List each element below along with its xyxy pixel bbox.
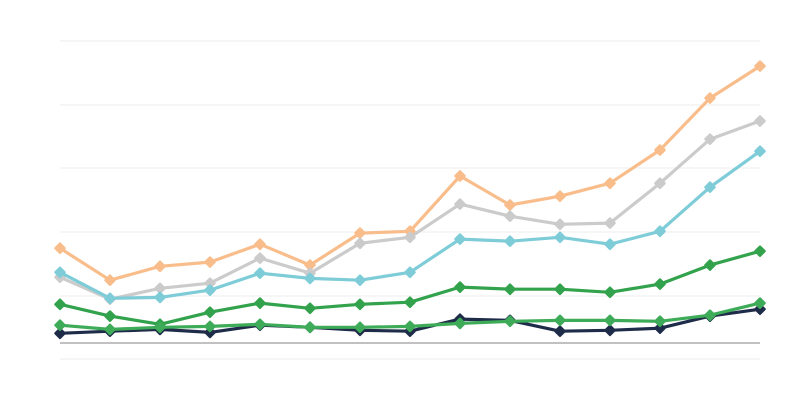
data-point-marker-orange — [604, 177, 616, 190]
data-point-marker-orange — [154, 260, 166, 273]
data-point-marker-navy — [554, 325, 566, 338]
data-point-marker-gray — [254, 252, 266, 264]
series-green-lower — [54, 297, 766, 336]
data-point-marker-green-lower — [454, 317, 466, 330]
data-point-marker-green-lower — [354, 321, 366, 334]
data-point-marker-green-lower — [704, 309, 716, 322]
data-point-marker-cyan — [454, 233, 466, 245]
data-point-marker-cyan — [354, 274, 366, 286]
data-point-marker-green-lower — [54, 319, 66, 331]
data-point-marker-green-lower — [754, 297, 766, 309]
data-point-marker-cyan — [54, 266, 66, 279]
data-point-marker-gray — [354, 237, 366, 250]
data-point-marker-green-lower — [204, 320, 216, 333]
data-point-marker-green-lower — [604, 314, 616, 327]
data-point-marker-navy — [54, 327, 66, 340]
data-point-marker-green-lower — [154, 321, 166, 334]
data-point-marker-orange — [204, 256, 216, 268]
data-point-marker-gray — [504, 210, 516, 222]
data-point-marker-green-lower — [654, 315, 666, 328]
data-point-marker-gray — [654, 177, 666, 190]
data-point-marker-cyan — [204, 284, 216, 296]
data-point-marker-green-upper — [504, 283, 516, 296]
data-point-marker-orange — [454, 170, 466, 182]
data-point-marker-green-upper — [104, 310, 116, 322]
data-point-marker-orange — [254, 238, 266, 251]
data-point-marker-green-lower — [254, 318, 266, 331]
data-point-marker-cyan — [754, 145, 766, 158]
data-point-marker-gray — [704, 133, 716, 145]
data-point-marker-orange — [54, 242, 66, 254]
data-point-marker-green-upper — [204, 306, 216, 318]
data-point-marker-gray — [454, 198, 466, 210]
data-point-marker-green-upper — [404, 296, 416, 309]
data-point-marker-green-upper — [254, 297, 266, 309]
data-point-marker-green-lower — [504, 315, 516, 328]
data-point-marker-cyan — [404, 266, 416, 279]
data-point-marker-green-lower — [404, 320, 416, 333]
data-point-marker-green-upper — [604, 286, 616, 299]
data-point-marker-cyan — [654, 225, 666, 238]
data-point-marker-cyan — [304, 272, 316, 285]
data-point-marker-cyan — [104, 292, 116, 305]
data-point-marker-green-upper — [454, 281, 466, 293]
series-cyan — [54, 145, 766, 305]
data-point-marker-green-lower — [554, 314, 566, 327]
data-point-marker-green-upper — [54, 298, 66, 311]
data-point-marker-green-upper — [654, 278, 666, 290]
data-point-marker-orange — [104, 274, 116, 286]
data-point-marker-orange — [754, 60, 766, 72]
data-point-marker-green-lower — [104, 323, 116, 336]
data-point-marker-navy — [654, 322, 666, 335]
data-point-marker-green-upper — [704, 259, 716, 271]
data-point-marker-gray — [604, 217, 616, 229]
data-point-marker-green-upper — [354, 298, 366, 311]
data-point-marker-green-lower — [304, 321, 316, 334]
data-point-marker-orange — [654, 144, 666, 156]
data-point-marker-cyan — [254, 267, 266, 280]
data-point-marker-cyan — [604, 238, 616, 251]
data-point-marker-gray — [554, 218, 566, 231]
data-point-marker-gray — [404, 231, 416, 244]
data-point-marker-navy — [604, 324, 616, 337]
data-point-marker-cyan — [554, 231, 566, 244]
data-point-marker-orange — [704, 92, 716, 104]
data-point-marker-cyan — [704, 181, 716, 193]
data-point-marker-orange — [504, 199, 516, 211]
data-point-marker-green-upper — [304, 302, 316, 315]
data-point-marker-green-upper — [754, 245, 766, 257]
data-point-marker-cyan — [154, 291, 166, 304]
data-point-marker-green-upper — [554, 283, 566, 296]
data-point-marker-gray — [754, 115, 766, 127]
data-point-marker-cyan — [504, 235, 516, 248]
data-point-marker-orange — [554, 190, 566, 203]
